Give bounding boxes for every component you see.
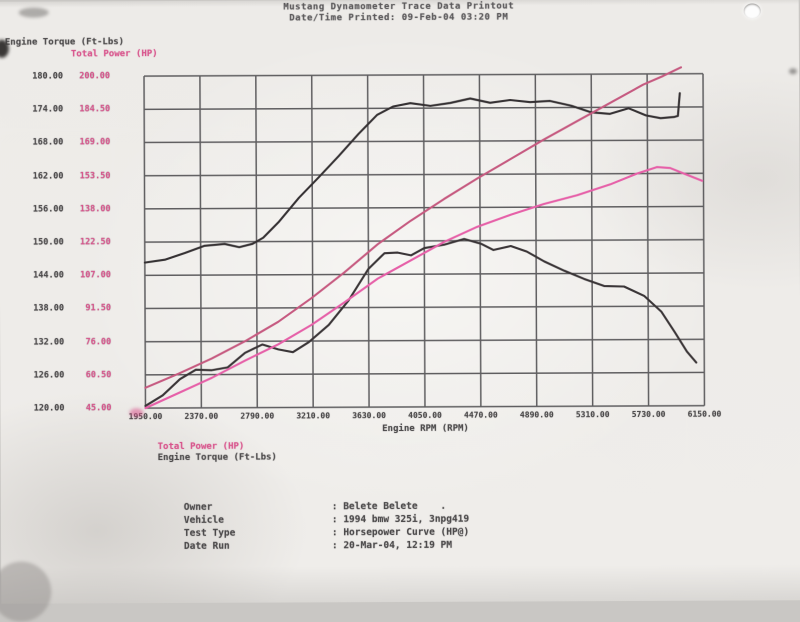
gridline-horizontal xyxy=(145,305,705,310)
x-tick-label: 3210.00 xyxy=(296,411,331,421)
y-tick-label: 200.00 xyxy=(79,71,111,82)
y-tick-label: 138.00 xyxy=(79,204,111,215)
y-tick-label: 174.00 xyxy=(32,104,64,115)
y-tick-label: 150.00 xyxy=(33,237,64,248)
y-tick-label: 156.00 xyxy=(32,204,64,215)
gridline-horizontal xyxy=(144,205,704,210)
scan-shadow-corner xyxy=(0,561,52,622)
date-run-value: : 20-Mar-04, 12:19 PM xyxy=(331,539,453,552)
x-tick-label: 1950.00 xyxy=(128,412,163,422)
y-tick-label: 107.00 xyxy=(80,270,111,281)
x-tick-label: 5310.00 xyxy=(575,410,610,420)
gridline-horizontal xyxy=(145,338,705,343)
y-tick-label: 153.50 xyxy=(79,170,111,181)
y-tick-label: 60.50 xyxy=(85,370,112,381)
gridline-horizontal xyxy=(144,172,704,177)
series-power_run1-curve xyxy=(144,66,683,389)
gridline-horizontal xyxy=(144,139,704,144)
gridline-horizontal xyxy=(145,404,705,409)
y-tick-label: 184.50 xyxy=(79,104,111,115)
legend-power: Total Power (HP) xyxy=(157,441,245,453)
y-tick-label: 120.00 xyxy=(33,403,65,414)
scan-smudge-pink xyxy=(129,408,144,418)
y-tick-label: 91.50 xyxy=(85,303,112,314)
x-tick-label: 5730.00 xyxy=(631,409,666,419)
gridline-horizontal xyxy=(144,106,704,111)
series-torque_run1-curve xyxy=(143,92,681,264)
series-power_run2-curve xyxy=(144,166,704,410)
y-tick-label: 162.00 xyxy=(32,171,64,182)
info-row-date-run: Date Run : 20-Mar-04, 12:19 PM xyxy=(161,529,452,563)
torque-axis-title: Engine Torque (Ft-Lbs) xyxy=(4,37,125,48)
gridline-horizontal xyxy=(145,371,705,376)
x-tick-label: 6150.00 xyxy=(687,409,722,419)
series-torque_run2-curve xyxy=(144,237,698,407)
dyno-chart-svg xyxy=(143,66,706,410)
y-tick-label: 180.00 xyxy=(32,71,64,82)
scan-speck-right xyxy=(788,68,798,75)
punch-hole xyxy=(743,3,761,19)
x-tick-label: 4890.00 xyxy=(519,410,554,420)
x-tick-label: 2790.00 xyxy=(240,411,275,421)
y-tick-label: 132.00 xyxy=(33,337,65,348)
x-tick-label: 4050.00 xyxy=(408,410,442,420)
y-tick-label: 126.00 xyxy=(33,370,65,381)
x-tick-label: 4470.00 xyxy=(464,410,498,420)
y-tick-label: 45.00 xyxy=(85,403,112,414)
y-tick-label: 122.50 xyxy=(80,237,111,248)
y-tick-label: 169.00 xyxy=(79,137,111,148)
x-tick-label: 3630.00 xyxy=(352,411,386,421)
x-axis-title: Engine RPM (RPM) xyxy=(382,423,469,435)
y-tick-label: 168.00 xyxy=(32,137,64,148)
date-run-label: Date Run xyxy=(183,540,230,552)
y-tick-label: 144.00 xyxy=(33,270,64,281)
y-tick-label: 138.00 xyxy=(33,303,65,314)
gridline-horizontal xyxy=(144,72,704,77)
printout-datetime: Date/Time Printed: 09-Feb-04 03:20 PM xyxy=(289,12,509,24)
x-tick-label: 2370.00 xyxy=(184,411,219,421)
gridline-horizontal xyxy=(144,238,704,243)
power-axis-title: Total Power (HP) xyxy=(70,49,158,60)
gridline-horizontal xyxy=(144,272,704,277)
y-tick-label: 76.00 xyxy=(85,336,112,347)
legend-torque: Engine Torque (Ft-Lbs) xyxy=(157,452,277,464)
